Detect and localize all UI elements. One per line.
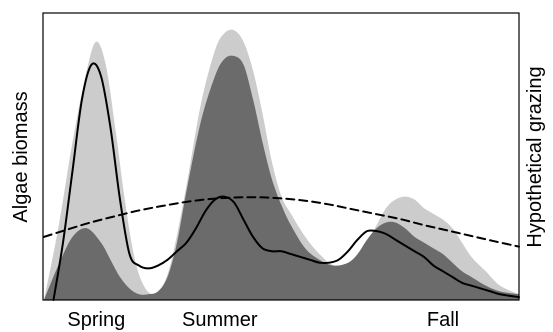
series-solid-line [52, 62, 520, 301]
x-tick-label-fall: Fall [427, 309, 459, 331]
y-axis-label-right: Hypothetical grazing [524, 66, 546, 247]
series-dark-area [44, 55, 519, 301]
plot-frame [42, 12, 520, 301]
x-tick-label-summer: Summer [182, 309, 258, 331]
y-axis-label: Algae biomass [10, 91, 32, 222]
series-layer [43, 29, 520, 301]
x-tick-label-spring: Spring [67, 309, 125, 331]
series-dashed-line [43, 196, 520, 248]
x-tick-labels: Spring Summer Fall [67, 309, 459, 331]
